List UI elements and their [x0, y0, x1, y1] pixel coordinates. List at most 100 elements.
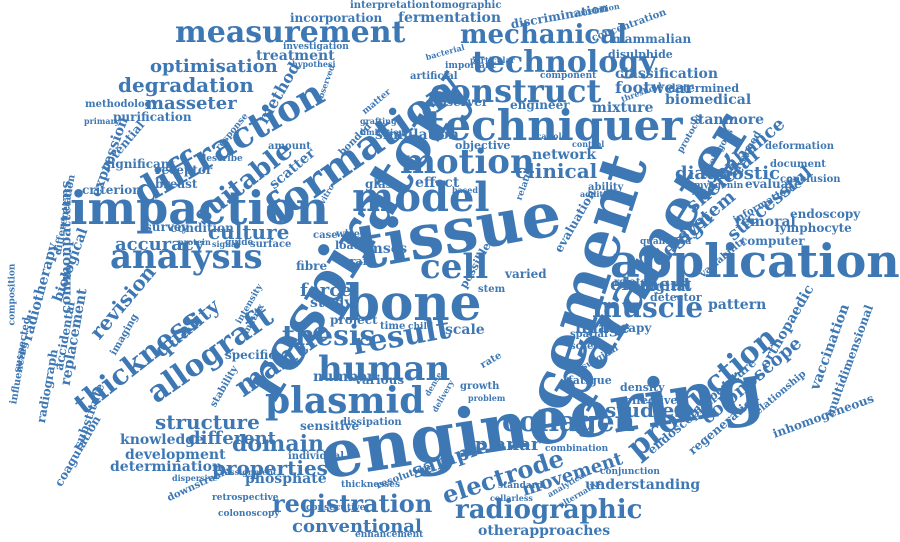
- word: image: [575, 318, 630, 337]
- word: collagen: [502, 405, 635, 438]
- word: effect: [415, 175, 460, 191]
- word: mscs: [368, 241, 408, 257]
- word: incorporation: [290, 11, 383, 25]
- word: retrospective: [212, 493, 279, 503]
- word: particular: [470, 55, 515, 65]
- word: combination: [545, 444, 609, 454]
- word: case: [313, 230, 338, 241]
- word: technology: [472, 45, 657, 80]
- word: rate: [478, 350, 504, 372]
- word: dissipation: [340, 417, 402, 428]
- word: observer: [430, 95, 489, 109]
- word: conclusion: [780, 174, 841, 185]
- word: methodology: [85, 99, 158, 110]
- word: composition: [7, 263, 18, 326]
- word: simulation: [375, 127, 459, 143]
- word: investigation: [283, 42, 349, 52]
- word: knowledge: [120, 432, 204, 448]
- word: problem: [468, 393, 506, 403]
- word: impaction: [70, 181, 329, 235]
- word: network: [532, 147, 597, 163]
- word: artificial: [410, 71, 458, 82]
- word: digital: [640, 279, 692, 295]
- word: project: [330, 313, 378, 327]
- word: sensitive: [300, 419, 360, 433]
- word: radiographic: [455, 495, 643, 525]
- word: myogenin: [694, 181, 744, 191]
- word: analysis: [110, 237, 263, 277]
- word: ability: [588, 182, 624, 193]
- word: pattern: [708, 297, 767, 313]
- word: evaluate: [745, 177, 802, 191]
- word: fibre: [296, 259, 328, 273]
- word: detector: [650, 291, 702, 304]
- word: properties: [212, 456, 328, 480]
- word: surface: [250, 239, 292, 250]
- word: mixture: [592, 100, 654, 116]
- word: cell: [420, 247, 489, 287]
- word: femoral: [735, 214, 796, 230]
- word: scale: [445, 322, 485, 338]
- word: dispersive: [172, 473, 218, 483]
- word: thicknesses: [341, 480, 401, 490]
- word: mechanical: [460, 20, 627, 50]
- word: individual: [288, 451, 345, 462]
- word: model: [352, 174, 490, 221]
- word: glass: [365, 177, 400, 191]
- word: stem: [478, 284, 506, 295]
- word: disulphide: [608, 48, 673, 61]
- word: degradation: [118, 73, 254, 97]
- word: diagnostic: [675, 163, 781, 184]
- word: conjunction: [600, 467, 660, 477]
- word: component: [540, 71, 597, 81]
- word: criterion: [82, 183, 141, 197]
- word: colonoscopy: [218, 509, 280, 519]
- word: structure: [155, 410, 260, 434]
- word: interpretation: [350, 0, 430, 11]
- word: development: [125, 447, 226, 463]
- word: classification: [615, 66, 719, 82]
- word: describe: [200, 154, 243, 164]
- word: masseter: [145, 93, 237, 114]
- word: screen: [570, 341, 607, 352]
- word: techniquer: [425, 101, 683, 150]
- word: endoscopy: [790, 207, 861, 221]
- word: assignment: [225, 467, 277, 477]
- word: various: [355, 373, 405, 387]
- word: number: [313, 369, 375, 385]
- word: scaffold: [532, 131, 568, 141]
- word: spatial: [570, 329, 608, 340]
- word: phosphate: [245, 471, 327, 487]
- word: inhomogeneous: [770, 391, 876, 441]
- word: primary: [84, 116, 120, 126]
- word: breast: [155, 177, 198, 191]
- word: quantified: [640, 237, 692, 247]
- word: guide: [225, 238, 254, 248]
- word: receptor: [155, 163, 213, 177]
- word: computer: [740, 234, 805, 248]
- word: biomedical: [665, 92, 752, 108]
- word: thesis: [282, 319, 376, 352]
- word: related: [614, 277, 654, 288]
- word: lymphocyte: [775, 221, 852, 235]
- word: tomographic: [430, 0, 502, 11]
- word: condition: [170, 221, 234, 235]
- word: time: [380, 321, 406, 332]
- word: accuracy: [115, 234, 205, 255]
- word: amount: [268, 141, 311, 152]
- word: clinical: [515, 159, 598, 183]
- word: registration: [272, 489, 433, 518]
- word: limitation: [360, 127, 405, 137]
- word: different: [188, 428, 276, 449]
- word: survey: [145, 220, 189, 234]
- word: hypothesi: [292, 59, 336, 69]
- word: treatment: [256, 48, 335, 64]
- word: signal: [212, 239, 240, 249]
- word: density: [620, 381, 665, 394]
- word: element: [610, 274, 692, 295]
- word: force: [300, 280, 352, 301]
- word: growth: [460, 381, 500, 392]
- word: collarless: [490, 493, 533, 503]
- word: plasmid: [265, 380, 425, 422]
